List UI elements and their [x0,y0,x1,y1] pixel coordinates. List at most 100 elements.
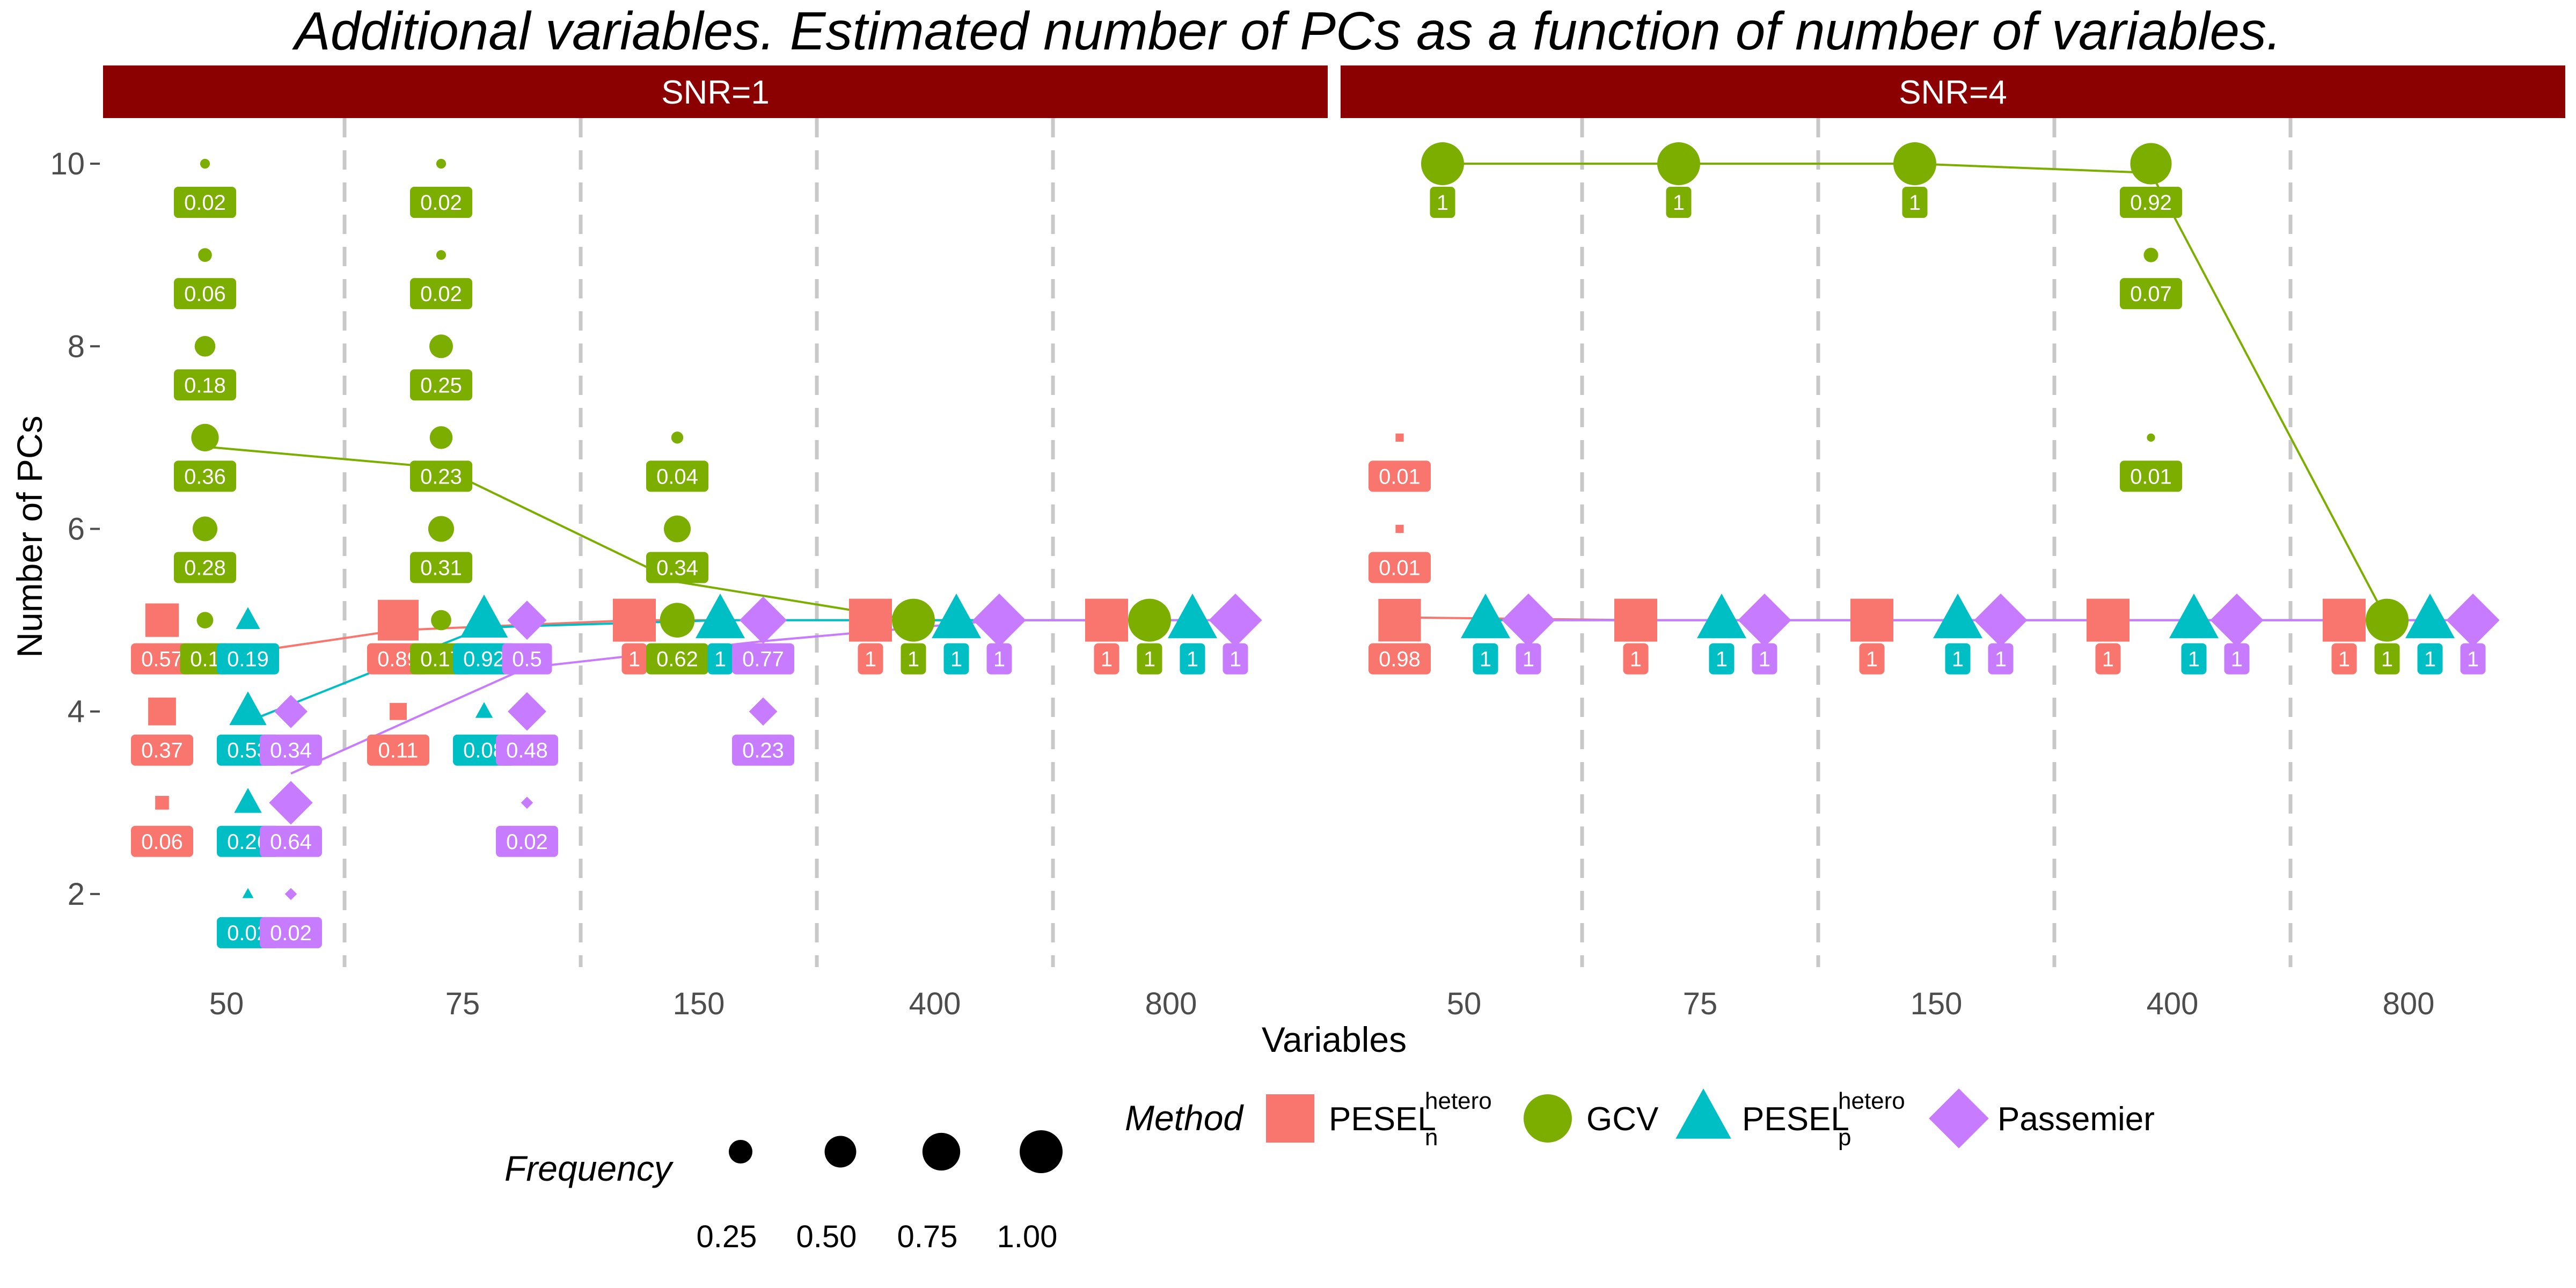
data-label-text: 0.02 [270,921,312,945]
data-label-text: 0.98 [1379,648,1421,671]
data-label-box [410,552,472,583]
data-label-text: 0.02 [420,191,462,215]
facet-strip-label: SNR=4 [1899,74,2007,111]
data-label: 1 [2095,643,2121,675]
data-label: 0.36 [174,460,236,492]
data-label-text: 0.23 [742,739,784,763]
frequency-key-circle [729,1140,752,1163]
data-point-gcv [431,610,451,631]
data-label: 0.23 [410,460,472,492]
data-label: 0.57 [131,643,193,675]
data-label: 0.92 [2120,187,2182,218]
data-point-gcv [200,158,210,169]
data-label-box [732,734,794,766]
data-label-box [2095,643,2121,675]
data-label-text: 0.02 [506,830,548,854]
data-label-text: 0.34 [270,739,312,763]
y-tick-label: 6 [68,511,85,546]
data-label-text: 1 [1673,191,1685,215]
data-label-box [2417,643,2443,675]
data-point-passemier [2210,593,2264,647]
data-label-box [131,825,193,857]
data-label-box [502,643,552,675]
data-label-box [1223,643,1248,675]
data-label-box [2331,643,2357,675]
data-label-text: 1 [1480,648,1491,671]
data-point-pesel-n [1395,433,1404,442]
data-label-text: 1 [1866,648,1878,671]
legend-item-gcv: GCV [1524,1094,1659,1143]
data-label: 1 [858,643,883,675]
data-point-gcv [2143,247,2158,262]
y-tick-label: 8 [68,329,85,364]
data-label-box [217,643,279,675]
x-tick-label: 150 [1911,986,1963,1021]
data-label-box [174,460,236,492]
data-label-text: 0.36 [184,465,226,488]
y-tick-label: 4 [68,694,85,729]
data-label: 1 [1752,643,1777,675]
data-point-pesel-p [2405,593,2455,639]
data-label-box [2181,643,2207,675]
frequency-key-label: 0.50 [796,1219,857,1254]
data-label: 0.37 [131,734,193,766]
data-point-pesel-p [460,594,508,638]
legend-frequency-item: 0.50 [796,1136,857,1254]
legend-key-square [1266,1094,1314,1143]
data-label: 0.77 [732,643,794,675]
data-point-pesel-p [236,607,260,630]
markers [1378,142,2500,647]
x-axis-title: Variables [1262,1020,1407,1059]
data-label: 1 [2374,643,2400,675]
data-label: 0.01 [1368,460,1431,492]
legend-method-title: Method [1125,1098,1244,1138]
data-point-gcv [2366,598,2409,642]
data-label-box [1094,643,1119,675]
data-label-box [131,643,193,675]
legend-frequency-item: 0.75 [897,1132,961,1254]
data-label: 0.07 [2120,278,2182,310]
data-label-text: 0.04 [656,465,698,488]
data-label: 0.48 [496,734,558,766]
x-tick-label: 75 [1683,986,1718,1021]
mean-line-gcv [1443,163,2388,621]
data-label: 1 [2417,643,2443,675]
data-point-gcv [429,426,453,449]
x-tick-label: 50 [209,986,244,1021]
chart-title: Additional variables. Estimated number o… [292,1,2281,61]
data-label-text: 0.25 [420,374,462,397]
data-point-gcv [892,598,935,642]
data-label-text: 1 [1995,648,2007,671]
data-label-box [1137,643,1162,675]
data-label: 0.04 [646,460,708,492]
data-label-box [260,825,322,857]
frequency-key-label: 0.75 [897,1219,958,1254]
legend-label: GCV [1586,1101,1659,1138]
data-label-text: 1 [1144,648,1155,671]
data-label-box [646,643,708,675]
legend-label: PESEL [1742,1101,1849,1138]
data-label: 0.02 [174,187,236,218]
y-axis-title: Number of PCs [10,415,49,657]
data-point-pesel-p [1168,593,1217,639]
data-label: 1 [2460,643,2486,675]
data-label-box [174,278,236,310]
data-label-box [174,552,236,583]
data-label: 0.02 [410,187,472,218]
data-point-gcv [191,423,219,451]
data-label-text: 0.31 [420,556,462,580]
data-point-pesel-p [234,788,262,813]
data-label: 1 [1223,643,1248,675]
data-label-box [1945,643,1971,675]
data-label: 0.31 [410,552,472,583]
data-point-gcv [671,431,684,444]
data-label-text: 0.37 [141,739,183,763]
data-label-box [1368,552,1431,583]
data-label-text: 0.06 [184,282,226,306]
data-label-text: 1 [2424,648,2436,671]
data-label: 0.25 [410,369,472,401]
data-label: 1 [901,643,926,675]
data-label-box [943,643,969,675]
